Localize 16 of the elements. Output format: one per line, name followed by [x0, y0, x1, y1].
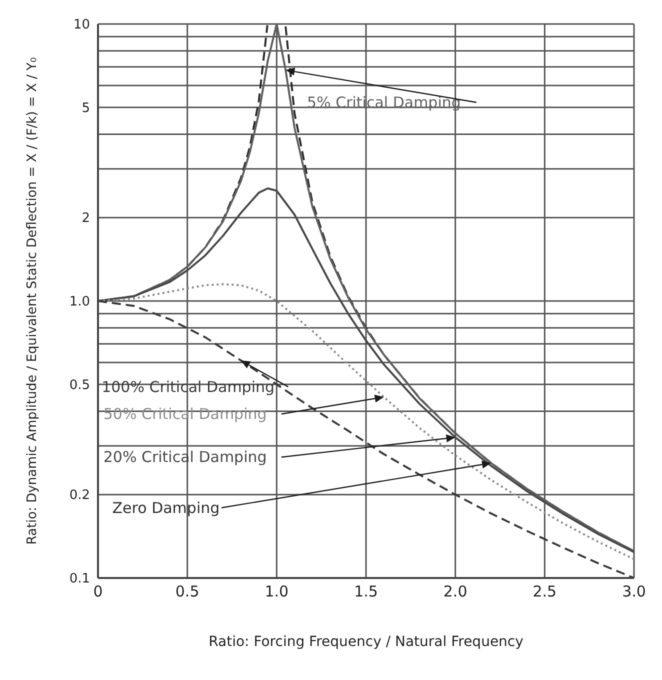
x-tick-label: 0.5	[175, 582, 200, 601]
x-tick-label: 0	[93, 582, 103, 601]
y-axis-title: Ratio: Dynamic Amplitude / Equivalent Static Deflection = X / (F/k) = X / Y₀	[25, 57, 40, 545]
x-tick-label: 1.0	[264, 582, 289, 601]
x-tick-label: 2.0	[443, 582, 468, 601]
y-tick-label: 5	[82, 101, 90, 116]
y-tick-label: 2	[82, 211, 90, 226]
y-tick-label: 10	[73, 18, 90, 33]
y-tick-label: 0.1	[69, 572, 90, 587]
y-tick-label: 1.0	[69, 294, 90, 310]
x-axis-title: Ratio: Forcing Frequency / Natural Frequency	[208, 634, 524, 650]
x-tick-label: 3.0	[622, 582, 646, 601]
y-tick-label: 0.5	[69, 378, 90, 393]
x-tick-label: 2.5	[532, 582, 557, 601]
y-tick-label: 0.2	[69, 488, 90, 504]
x-tick-label: 1.5	[354, 582, 378, 601]
